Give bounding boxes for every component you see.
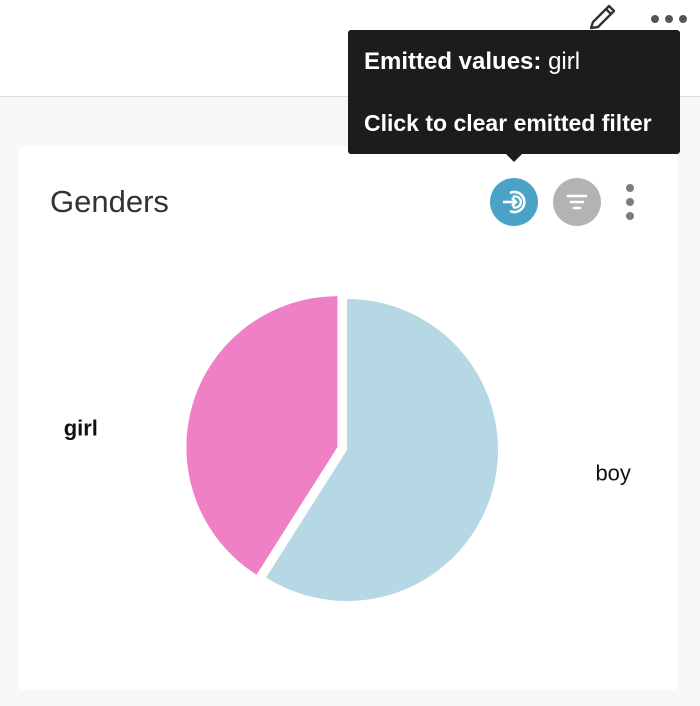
pie-chart: girl boy [18,146,678,690]
filter-icon [566,194,588,210]
card-title: Genders [50,184,169,219]
filter-button[interactable] [553,178,601,226]
emitted-values-tooltip: Emitted values: girl Click to clear emit… [348,30,680,162]
pie-label-boy: boy [595,461,630,486]
pie-slice-boy[interactable] [266,299,498,602]
pie-slice-girl[interactable] [186,296,338,575]
more-options-button[interactable] [646,6,692,32]
emitted-filter-button[interactable] [490,178,538,226]
card-menu-button[interactable] [614,180,646,224]
tooltip-action[interactable]: Click to clear emitted filter [364,110,652,136]
emit-filter-icon [503,190,526,214]
tooltip-value: girl [548,48,581,75]
more-horizontal-icon [651,15,687,23]
more-vertical-icon [626,184,634,220]
tooltip-label: Emitted values: [364,48,542,75]
pie-chart-svg: girl boy [64,296,631,602]
pie-label-girl: girl [64,415,98,440]
chart-card: Genders girl boy [18,146,678,690]
